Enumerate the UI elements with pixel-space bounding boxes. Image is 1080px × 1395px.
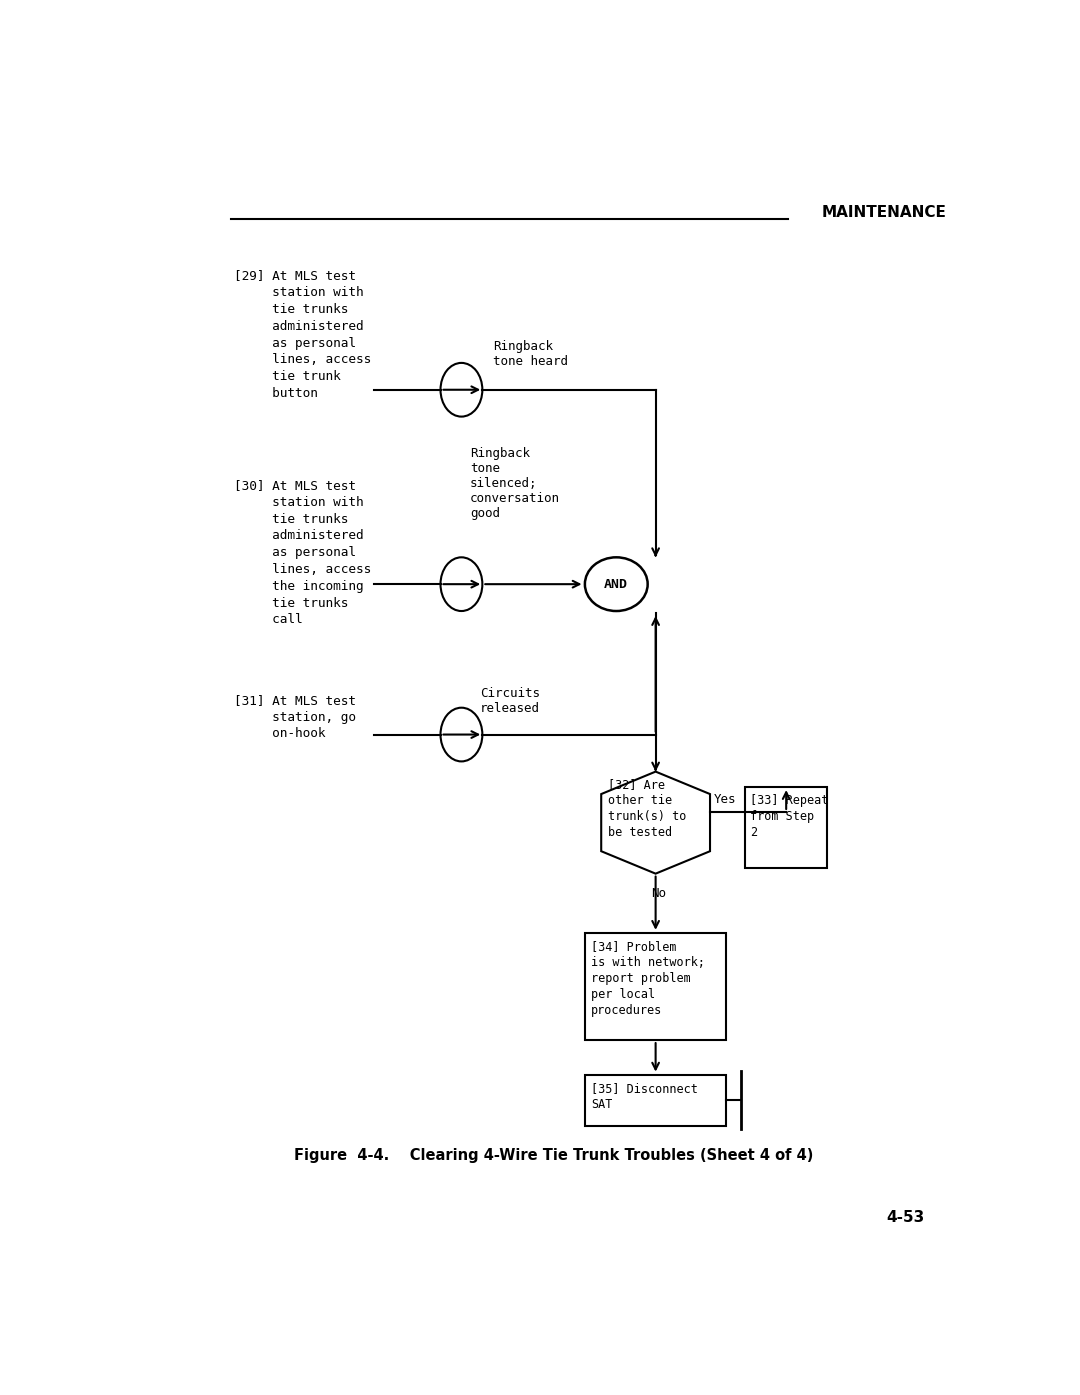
Text: Circuits
released: Circuits released [480,688,540,716]
Bar [745,787,827,868]
Text: Ringback
tone
silenced;
conversation
good: Ringback tone silenced; conversation goo… [470,446,559,520]
Text: AND: AND [605,578,629,590]
Text: [31] At MLS test
     station, go
     on-hook: [31] At MLS test station, go on-hook [233,693,355,741]
Text: 4-53: 4-53 [886,1211,924,1225]
Text: [30] At MLS test
     station with
     tie trunks
     administered
     as per: [30] At MLS test station with tie trunks… [233,478,372,626]
Text: Figure  4-4.    Clearing 4-Wire Tie Trunk Troubles (Sheet 4 of 4): Figure 4-4. Clearing 4-Wire Tie Trunk Tr… [294,1148,813,1163]
Text: [32] Are
other tie
trunk(s) to
be tested: [32] Are other tie trunk(s) to be tested [608,778,686,840]
Text: [29] At MLS test
     station with
     tie trunks
     administered
     as per: [29] At MLS test station with tie trunks… [233,269,372,400]
Text: [35] Disconnect
SAT: [35] Disconnect SAT [591,1083,698,1110]
Text: MAINTENANCE: MAINTENANCE [822,205,946,220]
Bar [585,933,726,1041]
Text: Ringback
tone heard: Ringback tone heard [494,340,568,368]
Text: [34] Problem
is with network;
report problem
per local
procedures: [34] Problem is with network; report pro… [591,940,705,1017]
Text: No: No [651,887,666,900]
Text: Yes: Yes [714,792,737,805]
Text: [33] Repeat
from Step
2: [33] Repeat from Step 2 [751,794,828,838]
Bar [585,1074,726,1126]
